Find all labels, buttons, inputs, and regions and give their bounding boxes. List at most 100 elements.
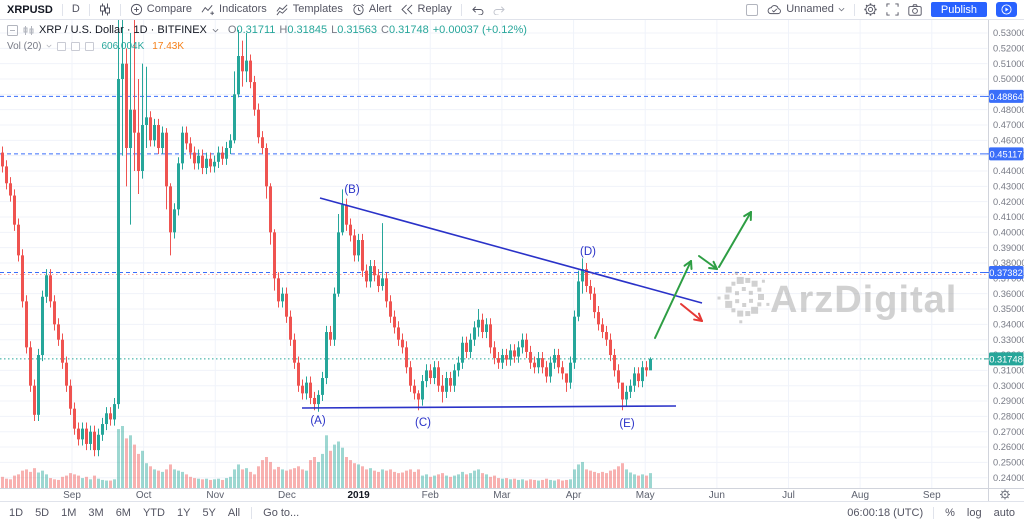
play-icon [1001,4,1012,15]
range-button-5d[interactable]: 5D [35,506,50,519]
compare-icon [130,3,142,16]
symbol-button[interactable]: XRPUSD [7,3,53,16]
publish-idea-button[interactable] [996,2,1017,17]
auto-scale-button[interactable]: auto [993,506,1015,519]
separator [460,3,462,16]
top-toolbar: XRPUSD D Compare [0,0,1024,20]
volume-delete-icon[interactable] [85,41,95,51]
range-button-6m[interactable]: 6M [115,506,131,519]
time-axis-label: Sep [923,490,941,501]
ohlc-values: O0.31711 H0.31845 L0.31563 C0.31748 +0.00037… [224,24,527,36]
trendlines [301,197,703,409]
legend-main-row[interactable]: XRP / U.S. Dollar · 1D · BITFINEX O0.317… [7,23,527,37]
range-button-1d[interactable]: 1D [9,506,24,519]
volume-dropdown-icon[interactable] [46,44,52,48]
range-button-3m[interactable]: 3M [88,506,104,519]
gear-icon [864,3,877,16]
range-button-all[interactable]: All [227,506,241,519]
axis-settings-gear-icon[interactable] [1000,489,1010,500]
wave-label-e: (E) [619,418,635,430]
svg-text:0.33000: 0.33000 [993,335,1024,345]
price-axis[interactable]: 0.24000 0.25000 0.26000 0.27000 0.28000 0.290… [984,28,1024,483]
goto-button[interactable]: Go to... [263,506,300,519]
svg-text:0.30000: 0.30000 [993,381,1024,391]
time-axis-label: Aug [851,490,869,501]
close-label: C [381,24,389,36]
time-axis[interactable]: Sep Oct Nov Dec 2019 Feb Mar Apr May Jun Jul Aug Sep [63,490,941,501]
price-level-lines [0,95,988,360]
clock-label[interactable]: 06:00:18 (UTC) [847,506,924,519]
symbol-dropdown-icon[interactable] [212,28,219,33]
svg-text:0.53000: 0.53000 [993,28,1024,38]
svg-text:0.42000: 0.42000 [993,197,1024,207]
axes[interactable] [0,19,1024,501]
time-axis-label: Sep [63,490,81,501]
range-buttons: 1D 5D 1M 3M 6M YTD 1Y 5Y All Go to... [8,506,300,519]
compare-label: Compare [146,3,193,15]
range-button-1y[interactable]: 1Y [176,506,191,519]
wave-label-b: (B) [344,184,360,196]
svg-text:0.47000: 0.47000 [993,120,1024,130]
series-type-icon [23,25,34,35]
price-axis-chip [989,265,1024,279]
layout-checkbox[interactable] [746,3,759,16]
templates-button[interactable]: Templates [276,3,343,16]
log-scale-button[interactable]: log [966,506,982,519]
compare-button[interactable]: Compare [130,3,192,16]
redo-button[interactable] [493,4,506,15]
collapse-icon[interactable] [7,24,18,36]
svg-text:0.51000: 0.51000 [993,59,1024,69]
volume-eye-icon[interactable] [57,41,67,51]
time-axis-label: Mar [493,490,511,501]
alert-button[interactable]: Alert [352,3,392,16]
top-toolbar-right: Unnamed [746,0,1017,19]
time-axis-label: Jun [709,490,725,501]
svg-text:0.36000: 0.36000 [993,289,1024,299]
svg-text:0.48000: 0.48000 [993,105,1024,115]
price-axis-chip [989,147,1024,161]
separator [933,506,935,519]
volume-study-label[interactable]: Vol (20) [7,40,42,52]
replay-button[interactable]: Replay [400,4,452,15]
legend-volume-row[interactable]: Vol (20) 606.004K 17.43K [7,39,527,53]
time-axis-label: Feb [422,490,440,501]
redo-icon [493,6,505,15]
symbol-title[interactable]: XRP / U.S. Dollar · 1D · BITFINEX [39,24,207,36]
separator [61,3,63,16]
volume-ma-value: 17.43K [152,40,184,52]
svg-text:0.43000: 0.43000 [993,182,1024,192]
range-button-5y[interactable]: 5Y [202,506,216,519]
chart-style-button[interactable] [99,3,111,16]
svg-text:0.27000: 0.27000 [993,427,1024,437]
separator [119,3,121,16]
layout-name-label: Unnamed [786,3,834,15]
close-value: 0.31748 [388,24,429,36]
volume-settings-icon[interactable] [71,41,81,51]
time-axis-label: Oct [136,490,152,501]
indicators-button[interactable]: Indicators [201,3,267,16]
grid-lines [0,20,988,489]
snapshot-button[interactable] [908,3,922,16]
fullscreen-button[interactable] [886,3,899,16]
undo-button[interactable] [471,4,484,15]
range-button-1m[interactable]: 1M [61,506,77,519]
time-axis-label: Nov [206,490,224,501]
alert-clock-icon [353,4,364,16]
svg-text:0.46000: 0.46000 [993,136,1024,146]
range-button-ytd[interactable]: YTD [142,506,165,519]
percent-scale-button[interactable]: % [945,506,955,519]
bottom-toolbar: 1D 5D 1M 3M 6M YTD 1Y 5Y All Go to... 06:00:18 (U… [0,501,1024,523]
svg-text:0.25000: 0.25000 [993,458,1024,468]
publish-button[interactable]: Publish [930,2,987,17]
bottom-toolbar-right: 06:00:18 (UTC) % log auto [847,506,1016,519]
watermark: ArzDigital [717,271,956,324]
top-toolbar-left: XRPUSD D Compare [7,0,506,19]
layout-square-icon [746,3,759,16]
time-axis-label: Apr [566,490,582,501]
candlestick-icon [99,3,110,16]
wave-label-d: (D) [580,246,596,258]
cloud-layout-button[interactable]: Unnamed [767,4,845,15]
interval-button[interactable]: D [71,3,80,15]
chart-properties-button[interactable] [864,3,877,16]
